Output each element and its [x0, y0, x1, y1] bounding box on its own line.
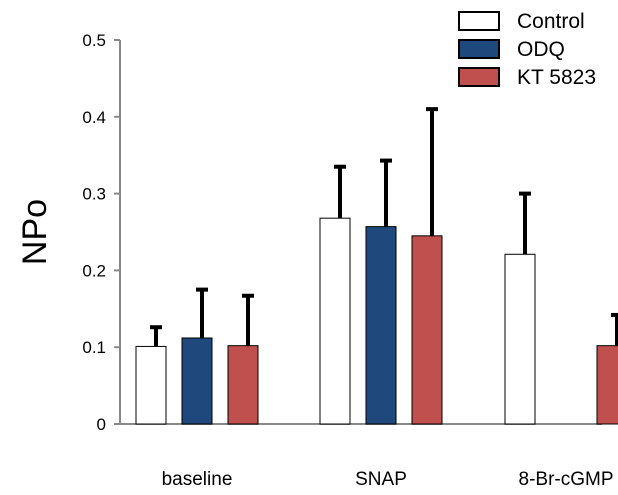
- y-tick-label: 0.3: [82, 185, 106, 204]
- bar: [365, 226, 397, 425]
- bar: [227, 345, 259, 425]
- bar: [319, 217, 351, 425]
- error-bars: [150, 107, 618, 347]
- legend-swatch: [458, 11, 500, 31]
- bar: [596, 345, 618, 425]
- y-tick-label: 0.5: [82, 31, 106, 50]
- legend-swatch: [458, 39, 500, 59]
- bar: [411, 235, 443, 425]
- legend-label: ODQ: [517, 38, 565, 61]
- y-axis-label: NPo: [16, 199, 54, 265]
- bars: [135, 217, 618, 425]
- legend-swatch: [458, 67, 500, 87]
- y-tick-label: 0.2: [82, 261, 106, 280]
- y-tick-label: 0.4: [82, 108, 106, 127]
- legend: Control ODQ KT 5823: [458, 10, 596, 89]
- x-category-label: 8-Br-cGMP: [519, 469, 614, 490]
- x-category-label: baseline: [162, 469, 233, 490]
- x-category-label: SNAP: [355, 469, 407, 490]
- y-tick-label: 0: [97, 415, 106, 434]
- legend-label: Control: [517, 10, 585, 33]
- bar: [504, 253, 536, 425]
- bar: [135, 345, 167, 425]
- x-category-labels: baseline SNAP 8-Br-cGMP: [162, 469, 614, 490]
- legend-label: KT 5823: [517, 66, 596, 89]
- bar: [181, 337, 213, 425]
- y-ticks: 0 0.1 0.2 0.3 0.4 0.5: [82, 31, 120, 434]
- y-tick-label: 0.1: [82, 338, 106, 357]
